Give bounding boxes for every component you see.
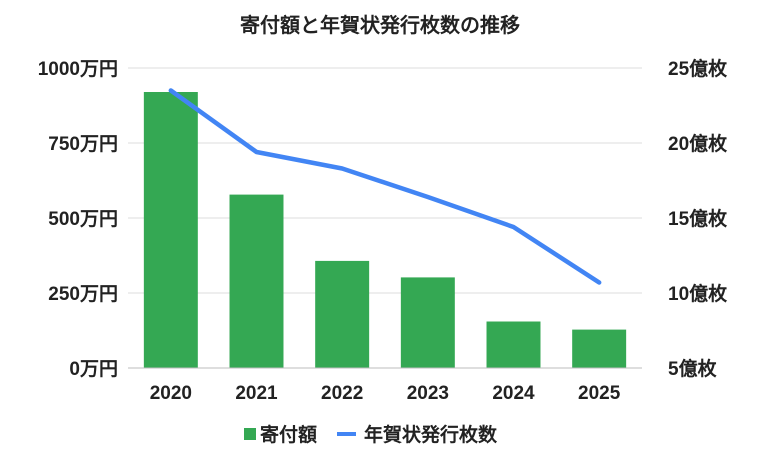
- bar-series-group: [143, 92, 627, 368]
- line-point: [598, 282, 600, 283]
- x-tick-label: 2020: [150, 383, 192, 404]
- line-point: [170, 90, 172, 91]
- right-tick-label: 10億枚: [668, 282, 728, 305]
- bar: [229, 194, 284, 368]
- left-tick-label: 750万円: [48, 134, 118, 155]
- bar: [143, 92, 198, 368]
- line-point: [513, 226, 514, 228]
- legend-swatch-donation: [244, 428, 256, 440]
- line-series-group: [168, 88, 602, 285]
- x-tick-label: 2021: [235, 383, 278, 404]
- line-point: [341, 168, 343, 169]
- left-tick-label: 250万円: [48, 284, 118, 305]
- bar: [400, 277, 455, 368]
- legend: 寄付額 年賀状発行枚数: [244, 423, 498, 446]
- bar: [572, 329, 627, 368]
- x-axis: 2020 2021 2022 2023 2024 2025: [128, 367, 642, 404]
- right-tick-label: 5億枚: [668, 357, 718, 380]
- right-tick-label: 25億枚: [668, 57, 728, 80]
- left-tick-label: 0万円: [69, 359, 118, 380]
- line-point: [256, 151, 257, 153]
- right-y-axis: 5億枚 10億枚 15億枚 20億枚 25億枚: [668, 57, 728, 380]
- left-y-axis: 0万円 250万円 500万円 750万円 1000万円: [38, 59, 118, 380]
- bar: [486, 321, 541, 368]
- bar: [315, 260, 370, 368]
- x-tick-label: 2025: [578, 383, 621, 404]
- line-point: [427, 196, 429, 198]
- x-tick-label: 2022: [321, 383, 363, 404]
- legend-label-donation: 寄付額: [260, 423, 317, 446]
- x-tick-label: 2024: [492, 383, 535, 404]
- legend-label-cards: 年賀状発行枚数: [364, 423, 498, 446]
- x-tick-label: 2023: [407, 383, 449, 404]
- right-tick-label: 20億枚: [668, 132, 728, 155]
- left-tick-label: 1000万円: [38, 59, 118, 80]
- right-tick-label: 15億枚: [668, 207, 728, 230]
- left-tick-label: 500万円: [48, 209, 118, 230]
- chart-title: 寄付額と年賀状発行枚数の推移: [240, 13, 520, 37]
- line-path: [168, 88, 602, 285]
